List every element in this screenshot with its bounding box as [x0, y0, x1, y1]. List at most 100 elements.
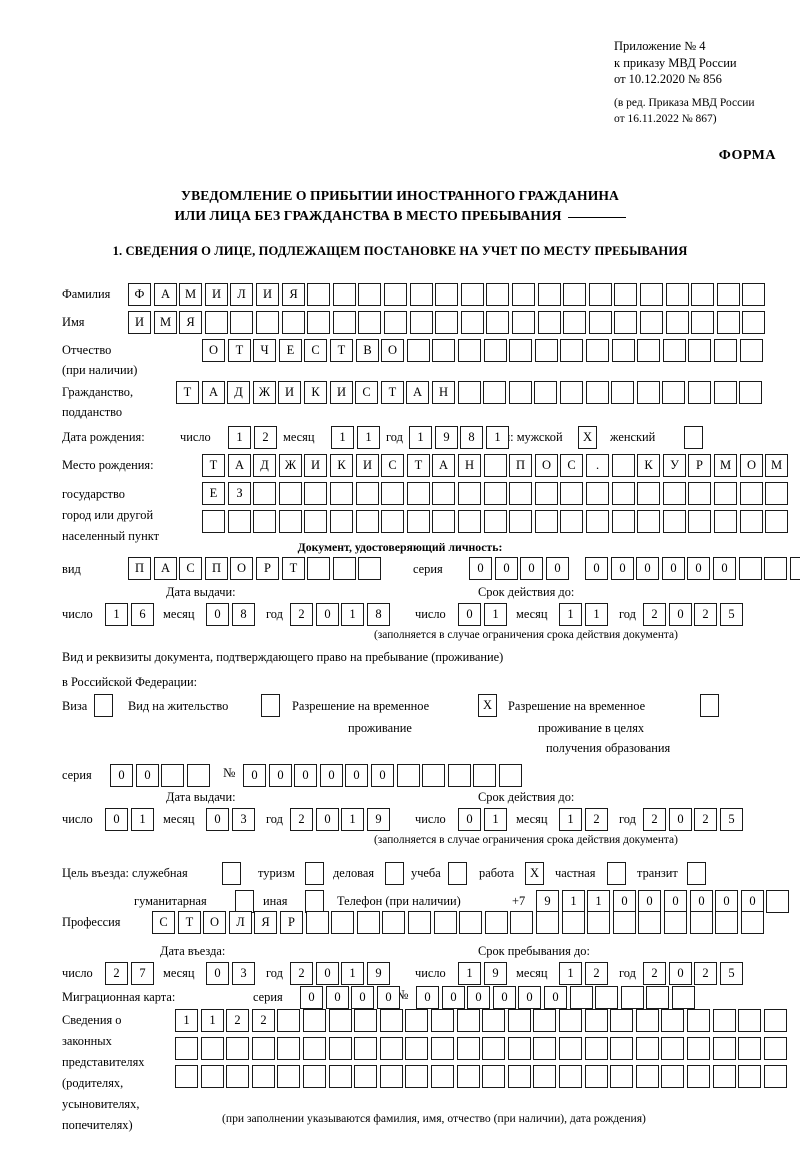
legal-line3-cell-10[interactable] [405, 1065, 428, 1088]
profession-cell-2[interactable]: Т [178, 911, 201, 934]
legal-line3-cell-6[interactable] [303, 1065, 326, 1088]
purpose-other-checkbox[interactable] [305, 890, 324, 913]
legal-line2-cell-19[interactable] [636, 1037, 659, 1060]
patronymic-cell-8[interactable]: О [381, 339, 404, 362]
permit-series-cell-4[interactable] [187, 764, 210, 787]
legal-line2-cell-2[interactable] [201, 1037, 224, 1060]
migration-number-cell-2[interactable]: 0 [442, 986, 465, 1009]
profession-cell-7[interactable] [306, 911, 329, 934]
entry-month-cell-2[interactable]: 3 [232, 962, 255, 985]
birthplace-line1-cell-18[interactable]: К [637, 454, 660, 477]
surname-cell-4[interactable]: И [205, 283, 228, 306]
permit-valid-year-cell-2[interactable]: 0 [669, 808, 692, 831]
doc-series-cell-3[interactable]: 0 [520, 557, 543, 580]
permit-issue-day-cell-1[interactable]: 0 [105, 808, 128, 831]
doc-number-cell-2[interactable]: 0 [611, 557, 634, 580]
firstname-cell-13[interactable] [435, 311, 458, 334]
surname-cell-1[interactable]: Ф [128, 283, 151, 306]
surname-cell-21[interactable] [640, 283, 663, 306]
birthplace-line1-cell-23[interactable]: М [765, 454, 788, 477]
citizenship-cell-10[interactable]: А [406, 381, 429, 404]
phone-cell-1[interactable]: 9 [536, 890, 559, 913]
profession-cell-21[interactable] [664, 911, 687, 934]
legal-line1-cell-24[interactable] [764, 1009, 787, 1032]
surname-cell-3[interactable]: М [179, 283, 202, 306]
firstname-cell-12[interactable] [410, 311, 433, 334]
doc-issue-year-cell-3[interactable]: 1 [341, 603, 364, 626]
legal-line3-cell-17[interactable] [585, 1065, 608, 1088]
doc-series-cell-4[interactable]: 0 [546, 557, 569, 580]
phone-cell-4[interactable]: 0 [613, 890, 636, 913]
legal-line1-cell-17[interactable] [585, 1009, 608, 1032]
legal-line3-cell-20[interactable] [661, 1065, 684, 1088]
legal-line1-cell-19[interactable] [636, 1009, 659, 1032]
profession-cell-20[interactable] [638, 911, 661, 934]
birthplace-line3-cell-12[interactable] [484, 510, 507, 533]
legal-line2-cell-20[interactable] [661, 1037, 684, 1060]
surname-cell-20[interactable] [614, 283, 637, 306]
birthplace-line3-cell-18[interactable] [637, 510, 660, 533]
firstname-cell-8[interactable] [307, 311, 330, 334]
surname-cell-16[interactable] [512, 283, 535, 306]
legal-line1-cell-5[interactable] [277, 1009, 300, 1032]
doc-type-cell-6[interactable]: Р [256, 557, 279, 580]
citizenship-cell-12[interactable] [458, 381, 481, 404]
birthplace-line3-cell-13[interactable] [509, 510, 532, 533]
birth-year-cell-1[interactable]: 1 [409, 426, 432, 449]
legal-line2-cell-7[interactable] [329, 1037, 352, 1060]
migration-series-cell-1[interactable]: 0 [300, 986, 323, 1009]
permit-issue-year-cell-2[interactable]: 0 [316, 808, 339, 831]
temp-residence-education-checkbox[interactable] [700, 694, 719, 717]
firstname-cell-14[interactable] [461, 311, 484, 334]
citizenship-cell-16[interactable] [560, 381, 583, 404]
purpose-study-checkbox[interactable] [448, 862, 467, 885]
doc-valid-year-cell-3[interactable]: 2 [694, 603, 717, 626]
phone-cell-8[interactable]: 0 [715, 890, 738, 913]
permit-number-cell-7[interactable] [397, 764, 420, 787]
permit-number-cell-4[interactable]: 0 [320, 764, 343, 787]
legal-line1-cell-15[interactable] [533, 1009, 556, 1032]
birthplace-line3-cell-5[interactable] [304, 510, 327, 533]
firstname-cell-20[interactable] [614, 311, 637, 334]
citizenship-cell-3[interactable]: Д [227, 381, 250, 404]
legal-line3-cell-13[interactable] [482, 1065, 505, 1088]
legal-line1-cell-21[interactable] [687, 1009, 710, 1032]
legal-line1-cell-2[interactable]: 1 [201, 1009, 224, 1032]
birthplace-line2-cell-9[interactable] [407, 482, 430, 505]
title-blank-line[interactable] [567, 217, 626, 218]
surname-cell-25[interactable] [742, 283, 765, 306]
visa-checkbox[interactable] [94, 694, 113, 717]
surname-cell-23[interactable] [691, 283, 714, 306]
doc-number-cell-4[interactable]: 0 [662, 557, 685, 580]
birthplace-line2-cell-15[interactable] [560, 482, 583, 505]
birthplace-line1-cell-9[interactable]: Т [407, 454, 430, 477]
legal-line1-cell-13[interactable] [482, 1009, 505, 1032]
citizenship-cell-2[interactable]: А [202, 381, 225, 404]
doc-issue-month-cell-2[interactable]: 8 [232, 603, 255, 626]
purpose-tourism-checkbox[interactable] [305, 862, 324, 885]
birth-year-cell-2[interactable]: 9 [435, 426, 458, 449]
legal-line3-cell-1[interactable] [175, 1065, 198, 1088]
doc-valid-day-cell-1[interactable]: 0 [458, 603, 481, 626]
doc-number-cell-3[interactable]: 0 [636, 557, 659, 580]
migration-number-cell-10[interactable] [646, 986, 669, 1009]
purpose-service-checkbox[interactable] [222, 862, 241, 885]
surname-cell-19[interactable] [589, 283, 612, 306]
legal-line1-cell-14[interactable] [508, 1009, 531, 1032]
birthplace-line1-cell-4[interactable]: Ж [279, 454, 302, 477]
birthplace-line3-cell-2[interactable] [228, 510, 251, 533]
citizenship-cell-19[interactable] [637, 381, 660, 404]
purpose-humanitarian-checkbox[interactable] [235, 890, 254, 913]
patronymic-cell-17[interactable] [612, 339, 635, 362]
profession-cell-16[interactable] [536, 911, 559, 934]
birth-day-cell-2[interactable]: 2 [254, 426, 277, 449]
citizenship-cell-4[interactable]: Ж [253, 381, 276, 404]
profession-cell-1[interactable]: С [152, 911, 175, 934]
permit-number-cell-1[interactable]: 0 [243, 764, 266, 787]
migration-number-cell-11[interactable] [672, 986, 695, 1009]
firstname-cell-15[interactable] [486, 311, 509, 334]
citizenship-cell-20[interactable] [662, 381, 685, 404]
citizenship-cell-6[interactable]: К [304, 381, 327, 404]
legal-line2-cell-8[interactable] [354, 1037, 377, 1060]
phone-cell-9[interactable]: 0 [741, 890, 764, 913]
